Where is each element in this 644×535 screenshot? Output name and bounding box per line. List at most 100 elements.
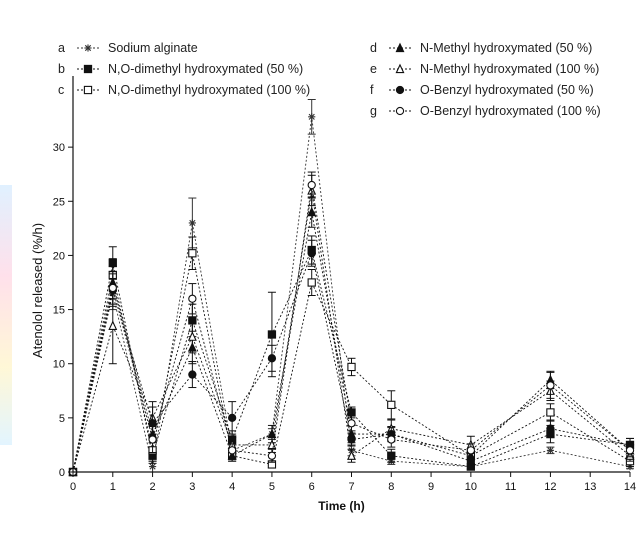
data-point [347, 450, 356, 460]
legend-marker [395, 106, 405, 116]
data-point [625, 446, 635, 455]
legend-item-g: g O-Benzyl hydroxymated (100 %) [370, 104, 601, 118]
data-point [267, 451, 277, 460]
data-point [188, 370, 197, 379]
x-tick-label: 1 [110, 481, 116, 493]
series-line-a [72, 116, 631, 473]
y-tick-label: 15 [53, 305, 65, 317]
x-tick-label: 11 [505, 481, 516, 493]
legend-item-c: c N,O-dimethyl hydroxymated (100 %) [58, 83, 310, 97]
y-tick-label: 0 [59, 467, 65, 479]
legend-letter: b [58, 62, 65, 76]
data-point [108, 320, 118, 330]
legend-item-a: a Sodium alginate [58, 41, 198, 55]
series-layer [68, 98, 635, 477]
legend-marker [395, 85, 405, 95]
data-point [227, 413, 237, 423]
series-line-e [72, 190, 631, 473]
data-point [187, 331, 197, 341]
x-tick-label: 9 [428, 481, 434, 493]
data-point [148, 435, 157, 444]
x-tick-label: 6 [309, 481, 315, 493]
legend-marker [83, 85, 93, 95]
data-point [188, 249, 197, 258]
data-point [267, 330, 277, 339]
y-tick-label: 25 [53, 196, 65, 208]
data-point [267, 439, 277, 450]
y-tick-label: 20 [53, 250, 65, 262]
legend-item-d: d N-Methyl hydroxymated (50 %) [370, 41, 592, 55]
y-tick-label: 30 [53, 142, 65, 154]
data-point [307, 180, 316, 190]
legend-label: N-Methyl hydroxymated (100 %) [420, 62, 599, 76]
data-point [546, 446, 555, 454]
data-point [387, 451, 396, 460]
series-line-g [72, 184, 631, 473]
left-edge-color-strip [0, 185, 12, 445]
legend-letter: d [370, 41, 377, 55]
data-point [108, 283, 117, 293]
legend-item-b: b N,O-dimethyl hydroxymated (50 %) [58, 62, 303, 76]
data-point [347, 435, 356, 444]
x-tick-label: 4 [229, 481, 235, 493]
x-tick-label: 5 [269, 481, 275, 493]
legend-letter: g [370, 104, 377, 118]
legend-letter: a [58, 41, 65, 55]
series-line-c [72, 253, 631, 473]
data-point [308, 113, 316, 121]
x-tick-label: 10 [465, 481, 477, 493]
y-tick-label: 10 [53, 359, 65, 371]
legend-marker [84, 44, 92, 52]
series-line-b [72, 248, 631, 473]
legend-letter: f [370, 83, 374, 97]
legend-label: N-Methyl hydroxymated (50 %) [420, 41, 592, 55]
data-point [307, 278, 316, 287]
data-point [347, 362, 356, 372]
x-tick-label: 13 [584, 481, 596, 493]
series-line-d [72, 212, 631, 473]
legend-marker [83, 64, 93, 74]
x-tick-label: 14 [624, 481, 636, 493]
legend-marker [395, 63, 405, 74]
x-tick-label: 7 [348, 481, 354, 493]
data-point [347, 419, 356, 428]
y-tick-label: 5 [59, 413, 65, 425]
data-point [188, 219, 196, 227]
y-axis-label: Atenolol released (%/h) [30, 223, 45, 358]
data-point [387, 400, 396, 410]
data-point [387, 435, 396, 444]
legend-label: O-Benzyl hydroxymated (50 %) [420, 83, 594, 97]
legend-marker [395, 42, 405, 53]
data-point [546, 381, 555, 390]
data-point [307, 206, 317, 217]
data-point [546, 408, 555, 417]
x-axis-label: Time (h) [318, 499, 364, 513]
legend-letter: c [58, 83, 64, 97]
series-g [68, 171, 635, 477]
data-point [267, 354, 277, 363]
data-point [466, 446, 476, 455]
x-tick-label: 0 [70, 481, 76, 493]
data-point [148, 419, 157, 428]
legend-label: O-Benzyl hydroxymated (100 %) [420, 104, 601, 118]
x-tick-label: 3 [189, 481, 195, 493]
x-tick-label: 12 [544, 481, 556, 493]
legend-letter: e [370, 62, 377, 76]
legend: a Sodium alginate b N,O-dimethyl hydroxymat… [58, 41, 601, 118]
data-point [466, 457, 476, 466]
data-point [148, 462, 157, 471]
data-point [307, 249, 316, 258]
legend-label: N,O-dimethyl hydroxymated (100 %) [108, 83, 310, 97]
data-point [227, 446, 237, 455]
legend-label: Sodium alginate [108, 41, 198, 55]
legend-item-f: f O-Benzyl hydroxymated (50 %) [370, 83, 594, 97]
x-tick-label: 8 [388, 481, 394, 493]
x-tick-label: 2 [150, 481, 156, 493]
legend-label: N,O-dimethyl hydroxymated (50 %) [108, 62, 303, 76]
legend-item-e: e N-Methyl hydroxymated (100 %) [370, 62, 599, 76]
data-point [188, 294, 197, 303]
data-point [546, 424, 555, 433]
